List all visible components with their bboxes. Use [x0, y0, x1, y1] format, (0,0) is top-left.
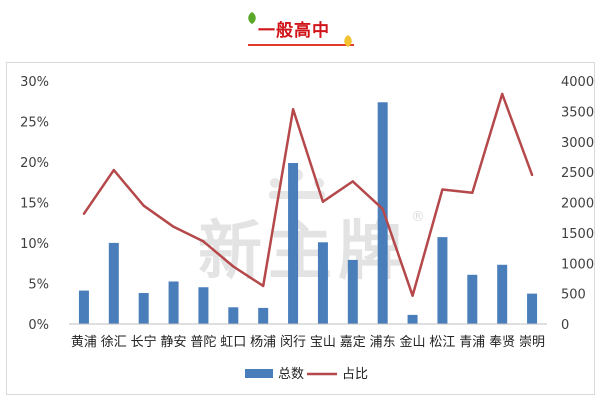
bar-series — [78, 102, 538, 324]
category-label: 金山 — [400, 334, 426, 350]
line-point — [291, 108, 295, 111]
line-point — [411, 294, 414, 297]
category-label: 长宁 — [131, 334, 157, 350]
bar — [258, 307, 269, 324]
title-area: 一般高中 — [0, 8, 604, 48]
category-label: 虹口 — [220, 335, 246, 350]
category-label: 徐汇 — [101, 335, 127, 350]
left-tick-label: 15% — [20, 197, 49, 212]
left-tick-label: 10% — [20, 237, 49, 252]
legend-label-bars: 总数 — [278, 367, 304, 382]
bar — [347, 259, 358, 324]
line-point — [82, 212, 86, 216]
line-point — [172, 225, 175, 228]
category-label: 嘉定 — [340, 335, 366, 350]
line-point — [112, 168, 116, 172]
bar — [108, 242, 119, 324]
line-point — [232, 265, 235, 268]
bar — [198, 287, 209, 324]
line-point — [261, 284, 265, 288]
x-axis: 黄浦 徐汇 长宁 静安 普陀 虹口 杨浦 闵行 宝山 嘉定 浦东 金山 松江 青浦 奉贤 崇明 — [69, 323, 547, 350]
category-label: 松江 — [429, 335, 455, 350]
line-point — [530, 173, 534, 177]
bar — [377, 102, 388, 324]
right-tick-label: 500 — [561, 288, 586, 303]
yellow-leaf-icon — [344, 35, 352, 47]
left-tick-label: 5% — [28, 278, 49, 293]
bar — [527, 293, 538, 324]
legend: 总数 占比 — [245, 367, 368, 382]
green-leaf-icon — [248, 12, 256, 24]
line-point — [321, 200, 325, 203]
right-axis: 0 500 1000 1500 2000 2500 3000 3500 4000 — [561, 75, 594, 333]
line-point — [381, 207, 384, 211]
bar — [78, 290, 89, 324]
right-tick-label: 0 — [561, 318, 569, 333]
category-label: 普陀 — [190, 334, 216, 350]
right-tick-label: 1000 — [561, 257, 594, 272]
bar — [497, 264, 508, 324]
chart-frame: 新主牌 ® 0% 5% 10% 15% 20% 25% 30% 0 500 1000 1500 20… — [6, 62, 595, 395]
watermark-registered-mark: ® — [411, 209, 425, 225]
page-title: 一般高中 — [258, 21, 330, 41]
line-point — [441, 188, 444, 191]
left-axis: 0% 5% 10% 15% 20% 25% 30% — [20, 75, 49, 333]
right-tick-label: 2500 — [561, 166, 594, 181]
line-point — [202, 240, 205, 243]
category-label: 杨浦 — [250, 335, 276, 350]
bar — [138, 293, 149, 324]
line-point — [471, 191, 474, 194]
line-point — [142, 204, 145, 207]
right-tick-label: 3000 — [561, 136, 594, 151]
bar — [168, 281, 179, 324]
left-tick-label: 20% — [20, 156, 49, 171]
bar — [467, 274, 478, 324]
bar — [317, 242, 328, 324]
legend-label-line: 占比 — [342, 367, 368, 382]
combo-chart: 新主牌 ® 0% 5% 10% 15% 20% 25% 30% 0 500 1000 1500 20… — [20, 75, 594, 382]
bar — [228, 307, 239, 324]
left-tick-label: 0% — [28, 318, 49, 333]
category-label: 黄浦 — [71, 335, 97, 350]
category-label: 崇明 — [519, 335, 545, 350]
bar — [407, 314, 418, 324]
line-series — [82, 92, 534, 297]
category-label: 奉贤 — [489, 335, 515, 350]
category-label: 浦东 — [370, 335, 396, 350]
line-point — [500, 92, 504, 96]
category-label: 静安 — [161, 335, 187, 350]
left-tick-label: 25% — [20, 116, 49, 131]
right-tick-label: 2000 — [561, 197, 594, 212]
category-label: 青浦 — [459, 335, 485, 350]
right-tick-label: 3500 — [561, 105, 594, 120]
category-label: 宝山 — [310, 335, 336, 350]
watermark: 新主牌 ® — [198, 169, 425, 289]
legend-swatch-bars — [245, 369, 273, 378]
right-tick-label: 1500 — [561, 227, 594, 242]
bar — [437, 237, 448, 324]
title-underline — [248, 44, 354, 46]
line-path — [82, 92, 534, 297]
line-point — [351, 180, 355, 183]
watermark-text: 新主牌 — [198, 215, 408, 289]
category-label: 闵行 — [280, 335, 306, 350]
bar — [288, 163, 299, 324]
left-tick-label: 30% — [20, 75, 49, 90]
right-tick-label: 4000 — [561, 75, 594, 90]
